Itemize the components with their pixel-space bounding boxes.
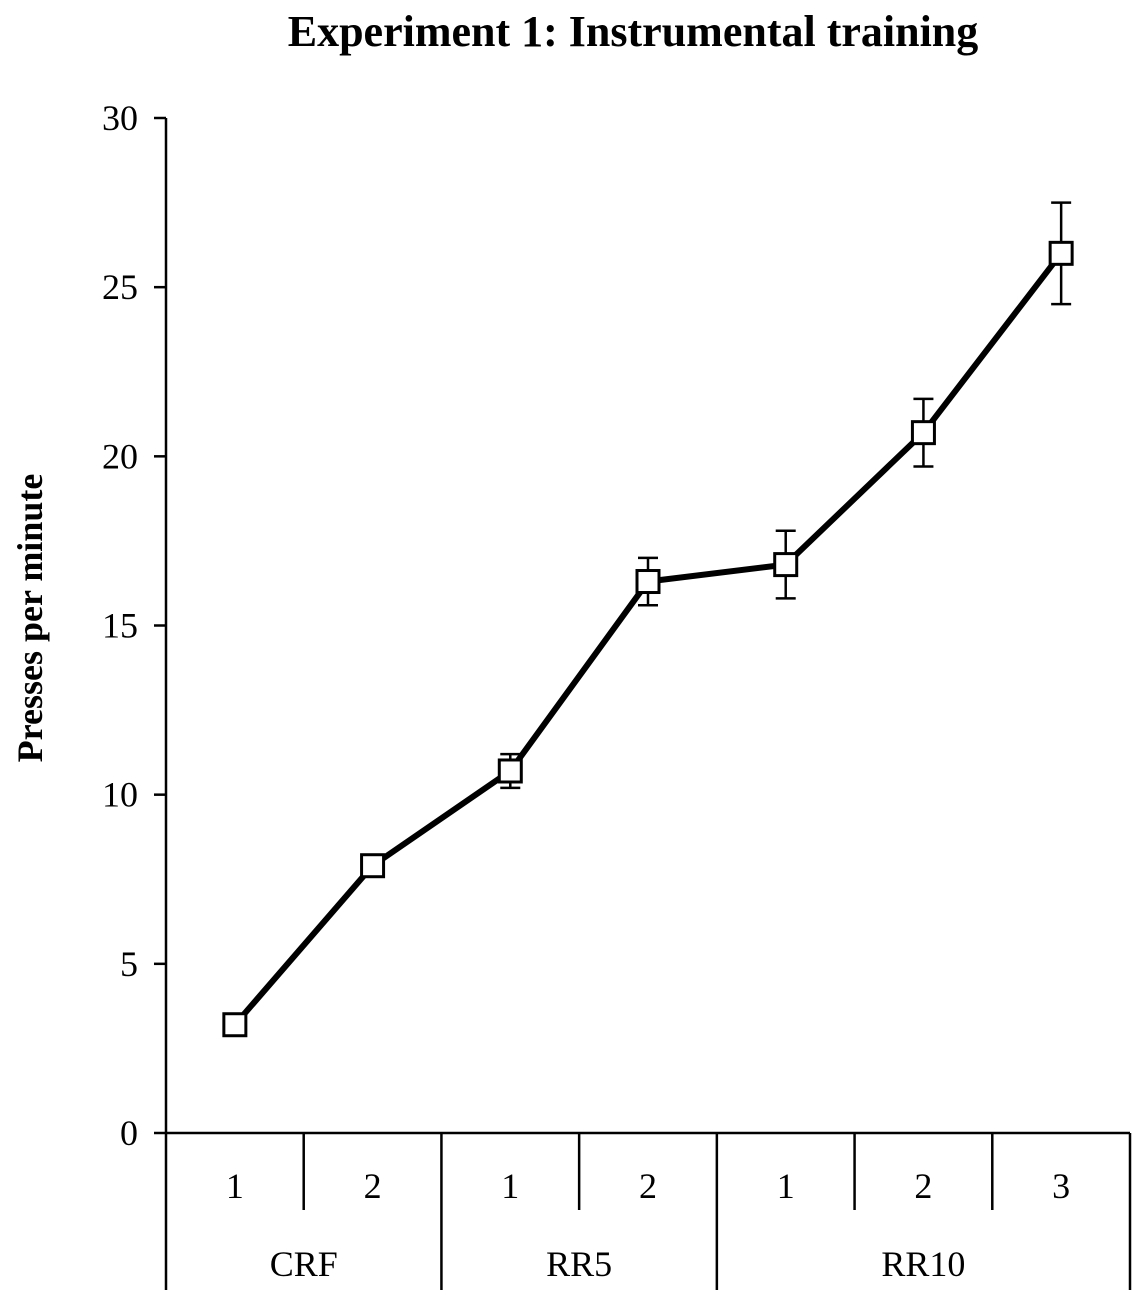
- y-tick-label: 25: [102, 267, 138, 307]
- x-tick-label: 1: [501, 1166, 519, 1206]
- x-tick-label: 3: [1052, 1166, 1070, 1206]
- y-tick-label: 30: [102, 98, 138, 138]
- data-point: [497, 758, 523, 784]
- y-tick-label: 15: [102, 606, 138, 646]
- data-point: [773, 552, 799, 578]
- series-line: [231, 250, 1065, 1028]
- group-label: RR10: [881, 1244, 965, 1284]
- y-tick-label: 10: [102, 775, 138, 815]
- y-ticks: 0 5 10 15 20 25 30: [102, 98, 166, 1153]
- group-label: RR5: [546, 1244, 612, 1284]
- chart-title: Experiment 1: Instrumental training: [288, 7, 979, 56]
- y-axis-label: Presses per minute: [10, 474, 50, 763]
- series-layer: [222, 201, 1074, 1038]
- axes: [164, 118, 1130, 1290]
- x-tick-label: 2: [364, 1166, 382, 1206]
- data-point: [910, 420, 936, 446]
- x-categories: 1 2 1 2 1 2 3 CRF RR5 RR10: [226, 1133, 1132, 1290]
- y-tick-label: 0: [120, 1113, 138, 1153]
- x-tick-label: 2: [914, 1166, 932, 1206]
- data-point: [635, 569, 661, 595]
- data-point: [360, 853, 386, 879]
- y-tick-label: 20: [102, 436, 138, 476]
- data-point: [222, 1012, 248, 1038]
- x-tick-label: 1: [777, 1166, 795, 1206]
- x-tick-label: 2: [639, 1166, 657, 1206]
- data-point: [1048, 240, 1074, 266]
- x-tick-label: 1: [226, 1166, 244, 1206]
- y-tick-label: 5: [120, 944, 138, 984]
- group-label: CRF: [270, 1244, 338, 1284]
